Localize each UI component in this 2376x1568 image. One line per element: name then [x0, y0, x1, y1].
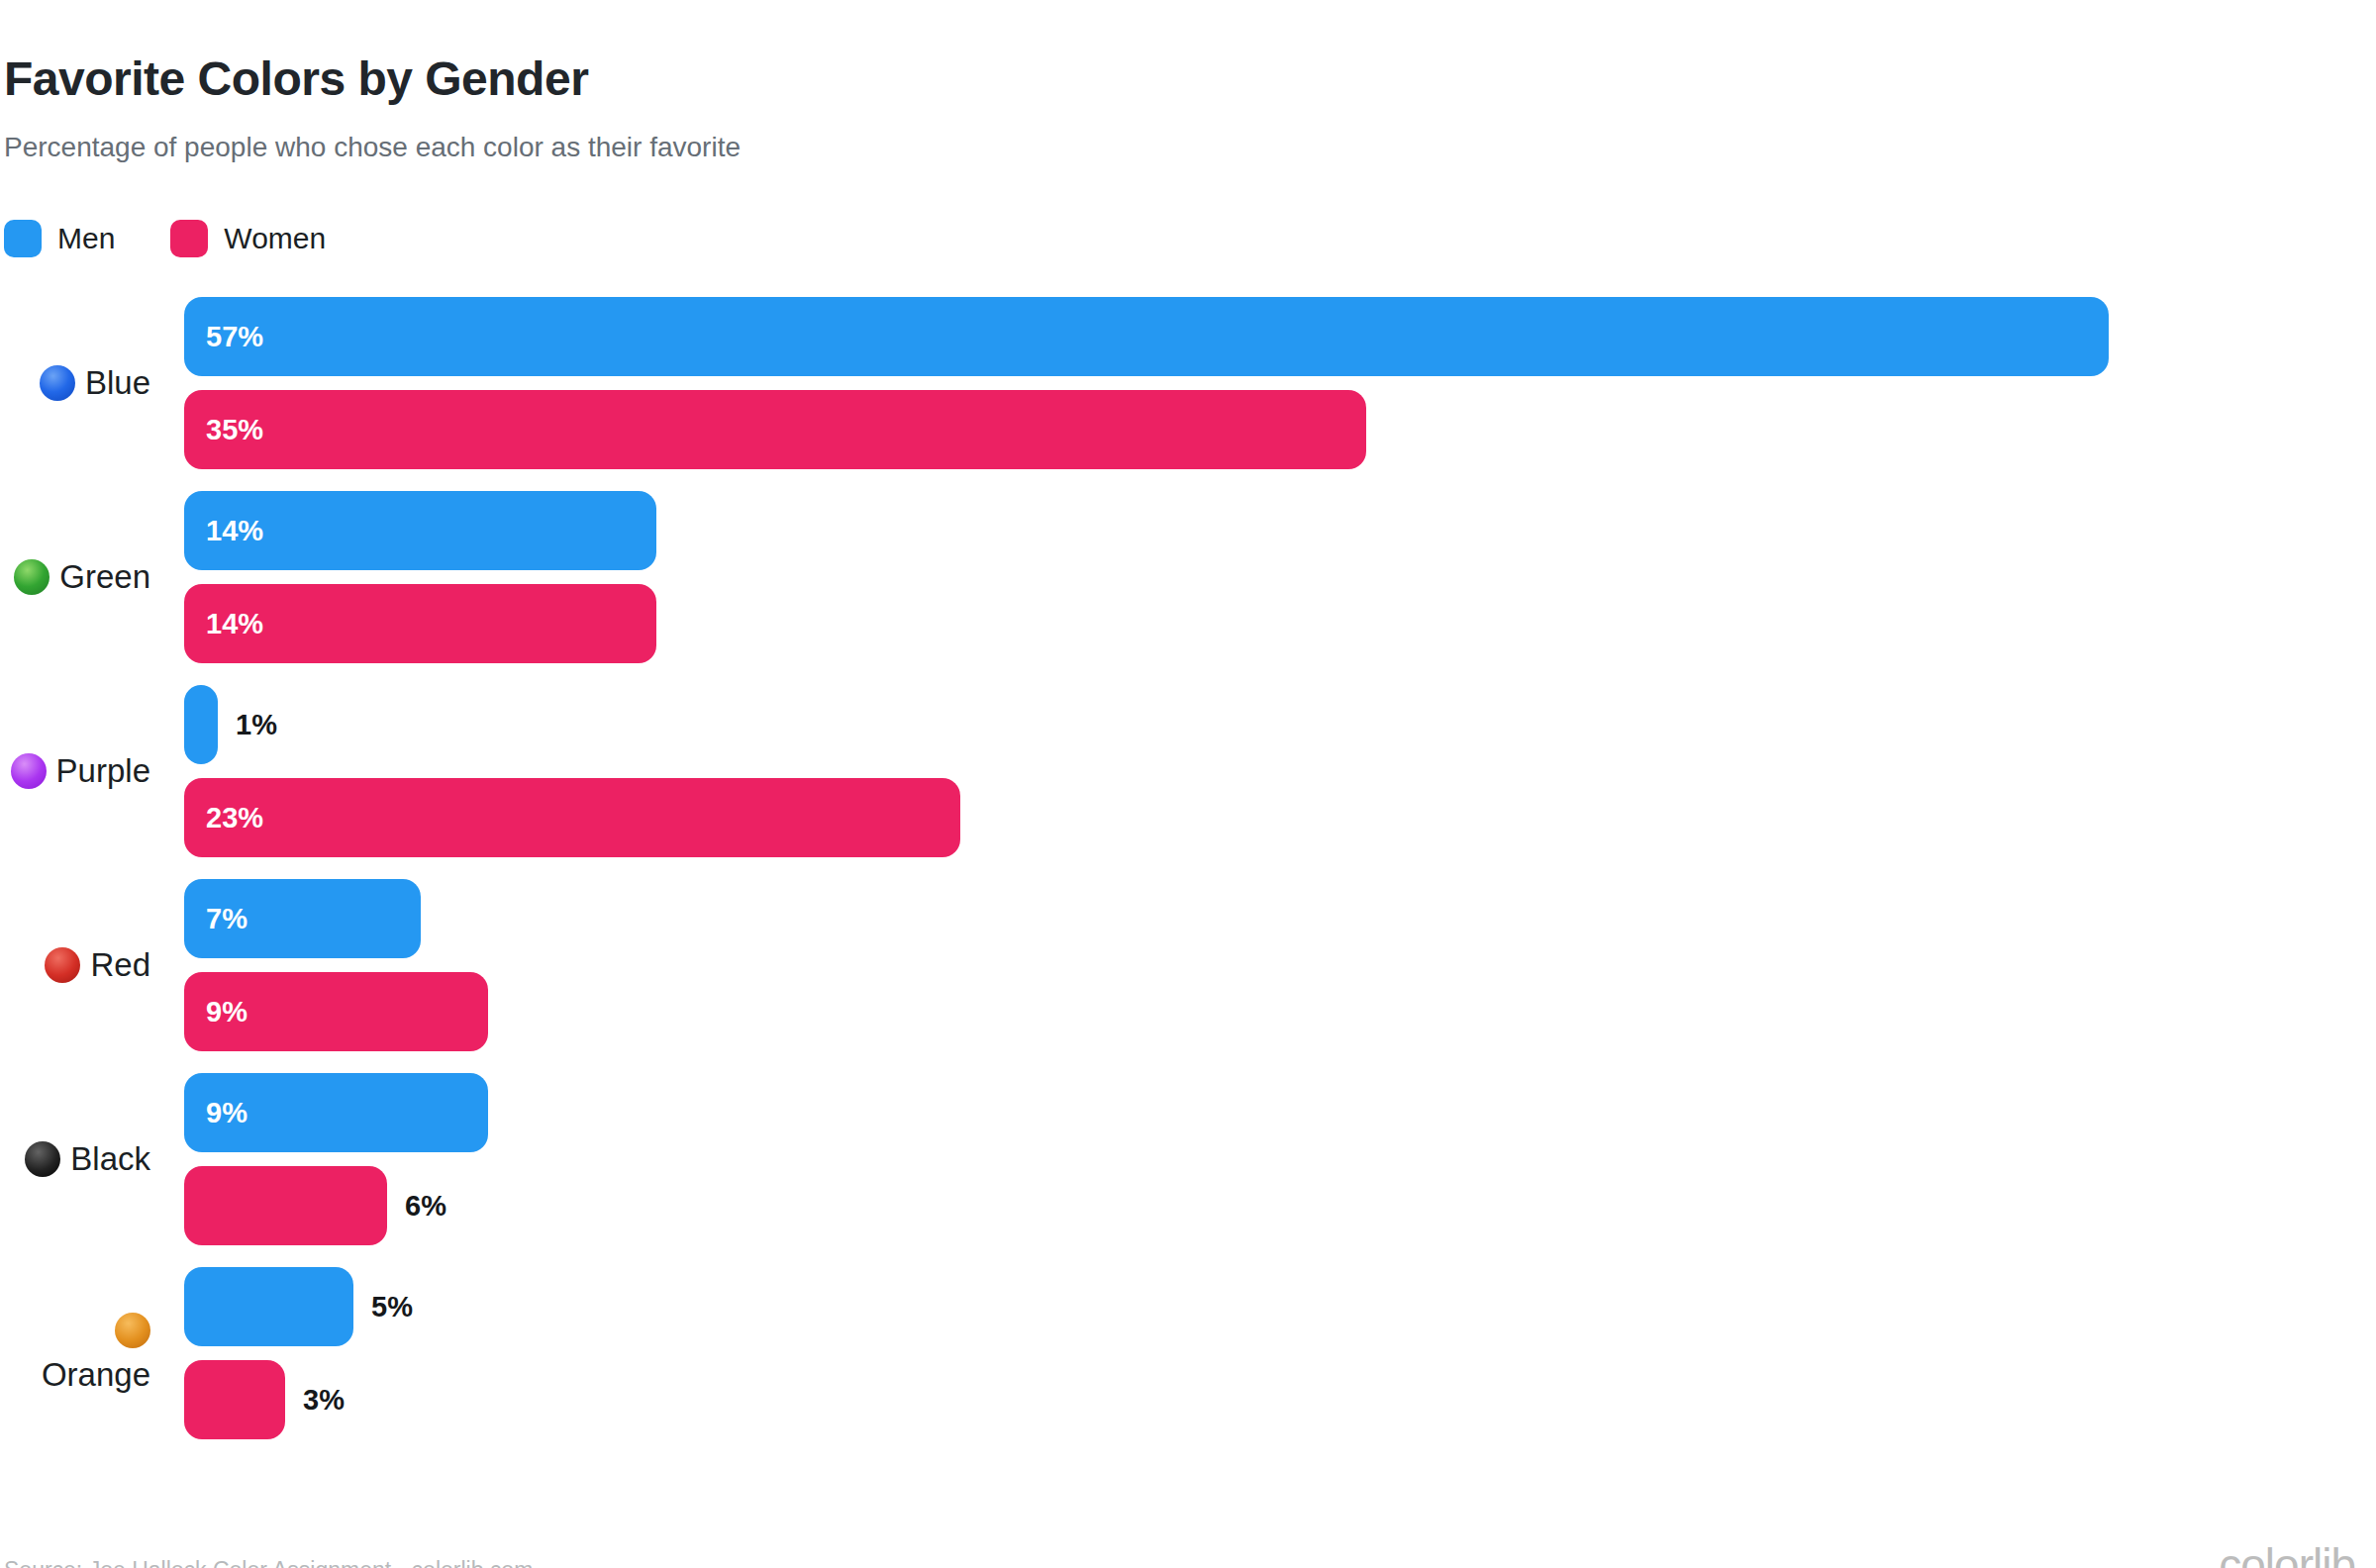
chart-row-blue: Blue 57% 35%: [4, 297, 2376, 469]
category-label-purple: Purple: [4, 752, 150, 790]
category-label-black: Black: [4, 1140, 150, 1178]
category-name: Red: [90, 946, 150, 984]
bar-group-orange: 5% 3%: [184, 1267, 353, 1439]
red-circle-icon: [45, 947, 80, 983]
legend-label: Women: [224, 222, 326, 255]
women-bar-purple: 23%: [184, 778, 960, 857]
chart-page: Favorite Colors by Gender Percentage of …: [0, 51, 2376, 1568]
women-bar-red: 9%: [184, 972, 488, 1051]
chart-row-black: Black 9% 6%: [4, 1073, 2376, 1245]
chart-row-purple: Purple 1% 23%: [4, 685, 2376, 857]
category-label-red: Red: [4, 946, 150, 984]
men-bar-green: 14%: [184, 491, 656, 570]
bar-value-label: 57%: [184, 321, 263, 353]
legend: Men Women: [4, 220, 2376, 257]
bar-group-blue: 57% 35%: [184, 297, 2109, 469]
bar-group-purple: 1% 23%: [184, 685, 960, 857]
chart-row-red: Red 7% 9%: [4, 879, 2376, 1051]
category-name: Orange: [42, 1356, 150, 1394]
women-bar-blue: 35%: [184, 390, 1366, 469]
bar-group-black: 9% 6%: [184, 1073, 488, 1245]
bar-value-label: 3%: [303, 1384, 345, 1417]
category-label-orange: Orange: [4, 1313, 150, 1394]
bar-value-label: 5%: [371, 1291, 413, 1323]
legend-item-women: Women: [170, 220, 326, 257]
purple-circle-icon: [11, 753, 47, 789]
men-bar-black: 9%: [184, 1073, 488, 1152]
green-circle-icon: [14, 559, 50, 595]
colorlib-logo: colorlib: [2219, 1538, 2370, 1568]
chart-row-orange: Orange 5% 3%: [4, 1267, 2376, 1439]
bar-value-label: 9%: [184, 1097, 248, 1129]
chart-row-green: Green 14% 14%: [4, 491, 2376, 663]
women-bar-green: 14%: [184, 584, 656, 663]
page-title: Favorite Colors by Gender: [4, 51, 2376, 107]
colorlib-logo-text: colorlib: [2219, 1538, 2355, 1568]
bar-value-label: 1%: [236, 709, 277, 741]
bar-group-green: 14% 14%: [184, 491, 656, 663]
category-name: Green: [59, 558, 150, 596]
legend-label: Men: [57, 222, 115, 255]
orange-circle-icon: [115, 1313, 150, 1348]
black-circle-icon: [25, 1141, 60, 1177]
category-label-green: Green: [4, 558, 150, 596]
category-name: Purple: [56, 752, 150, 790]
bar-value-label: 7%: [184, 903, 248, 935]
category-label-blue: Blue: [4, 364, 150, 402]
men-bar-purple: 1%: [184, 685, 218, 764]
bar-value-label: 35%: [184, 414, 263, 446]
men-bar-orange: 5%: [184, 1267, 353, 1346]
legend-item-men: Men: [4, 220, 115, 257]
page-subtitle: Percentage of people who chose each colo…: [4, 131, 2376, 164]
bar-value-label: 14%: [184, 608, 263, 640]
blue-circle-icon: [40, 365, 75, 401]
source-attribution: Source: Joe Hallock Color Assignment · c…: [4, 1557, 533, 1568]
bar-group-red: 7% 9%: [184, 879, 488, 1051]
men-swatch-icon: [4, 220, 42, 257]
women-bar-orange: 3%: [184, 1360, 285, 1439]
men-bar-blue: 57%: [184, 297, 2109, 376]
category-name: Black: [70, 1140, 150, 1178]
bar-value-label: 9%: [184, 996, 248, 1029]
women-swatch-icon: [170, 220, 208, 257]
women-bar-black: 6%: [184, 1166, 387, 1245]
bar-value-label: 6%: [405, 1190, 446, 1223]
bar-value-label: 23%: [184, 802, 263, 834]
men-bar-red: 7%: [184, 879, 421, 958]
bar-value-label: 14%: [184, 515, 263, 547]
category-name: Blue: [85, 364, 150, 402]
bar-chart: Blue57%35%Green14%14%Purple1%23%Red7%9%B…: [4, 297, 2376, 1439]
